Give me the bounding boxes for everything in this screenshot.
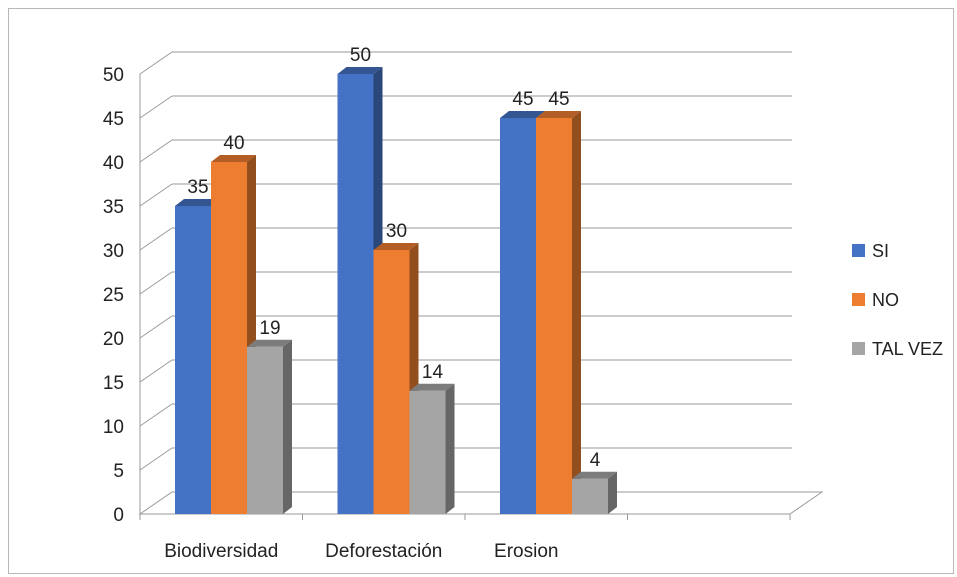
- gridline-depth: [139, 95, 173, 119]
- y-tick-label: 50: [103, 65, 124, 86]
- data-label: 40: [223, 133, 244, 154]
- bar-tal-vez: [409, 390, 446, 514]
- bar-top: [247, 339, 292, 347]
- gridline-depth: [139, 447, 173, 471]
- legend-swatch: [852, 244, 865, 257]
- bar-no: [536, 118, 572, 514]
- data-label: 4: [590, 450, 601, 471]
- gridline-depth: [139, 315, 173, 339]
- bar-side: [283, 339, 292, 514]
- y-tick-label: 45: [103, 109, 124, 130]
- y-tick-label: 0: [113, 505, 124, 526]
- y-tick-label: 5: [113, 461, 124, 482]
- data-label: 30: [386, 221, 407, 242]
- bar-top: [175, 199, 220, 206]
- x-tick-label: Biodiversidad: [164, 541, 278, 562]
- x-tick-label: Erosion: [494, 541, 558, 562]
- chart-frame: [8, 8, 954, 574]
- bar-no: [211, 162, 247, 514]
- bar-no: [373, 250, 410, 514]
- bar-tal-vez: [247, 346, 283, 514]
- gridline-depth: [139, 359, 173, 383]
- bar-top: [572, 471, 617, 479]
- data-label: 14: [422, 362, 444, 383]
- bar-side: [445, 383, 455, 514]
- bar-top: [536, 111, 581, 118]
- y-tick-label: 15: [103, 373, 124, 394]
- data-label: 45: [512, 89, 533, 110]
- gridline-depth: [139, 403, 173, 427]
- y-tick-label: 30: [103, 241, 124, 262]
- gridline-depth: [139, 227, 173, 251]
- bar-top: [500, 111, 545, 118]
- legend-label: NO: [872, 290, 899, 310]
- data-label: 35: [187, 177, 208, 198]
- gridline-depth: [139, 139, 173, 163]
- bar-top: [373, 243, 419, 250]
- gridline-depth: [139, 51, 173, 75]
- bar-top: [409, 383, 455, 391]
- y-tick-label: 10: [103, 417, 124, 438]
- bar-top: [211, 155, 256, 162]
- legend-label: SI: [872, 241, 889, 261]
- bar-side: [572, 111, 581, 514]
- y-tick-label: 35: [103, 197, 124, 218]
- bar-side: [608, 471, 617, 514]
- x-tick-label: Deforestación: [325, 541, 442, 562]
- y-tick-label: 25: [103, 285, 124, 306]
- bar-si: [175, 206, 211, 514]
- bar-si: [337, 74, 374, 514]
- data-label: 45: [548, 89, 569, 110]
- y-tick-label: 20: [103, 329, 124, 350]
- gridline-depth: [139, 271, 173, 295]
- legend-swatch: [852, 293, 865, 306]
- legend-swatch: [852, 342, 865, 355]
- bar-si: [500, 118, 536, 514]
- bar-tal-vez: [572, 478, 608, 514]
- gridline-depth: [139, 183, 173, 207]
- bar-top: [337, 67, 383, 74]
- data-label: 19: [259, 318, 280, 339]
- data-label: 50: [350, 45, 371, 66]
- y-tick-label: 40: [103, 153, 124, 174]
- legend-label: TAL VEZ: [872, 339, 943, 359]
